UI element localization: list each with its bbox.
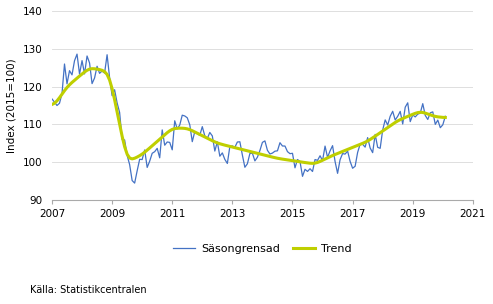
Trend — [442, 116, 448, 119]
Säsongrensad — [132, 181, 138, 185]
Text: Källa: Statistikcentralen: Källa: Statistikcentralen — [30, 285, 146, 295]
Säsongrensad — [324, 156, 330, 159]
Y-axis label: Index (2015=100): Index (2015=100) — [7, 58, 17, 153]
Säsongrensad — [119, 138, 125, 141]
Trend — [92, 67, 98, 71]
Säsongrensad — [197, 133, 203, 137]
Trend — [310, 161, 316, 165]
Säsongrensad — [92, 76, 98, 80]
Säsongrensad — [267, 152, 273, 156]
Trend — [194, 131, 200, 135]
Säsongrensad — [74, 52, 80, 56]
Trend — [49, 103, 55, 106]
Line: Trend: Trend — [52, 69, 445, 163]
Trend — [264, 154, 270, 158]
Trend — [417, 110, 423, 114]
Trend — [89, 67, 95, 71]
Line: Säsongrensad: Säsongrensad — [52, 54, 445, 183]
Säsongrensad — [442, 114, 448, 118]
Legend: Säsongrensad, Trend: Säsongrensad, Trend — [169, 240, 356, 258]
Säsongrensad — [417, 111, 423, 115]
Trend — [119, 134, 125, 138]
Trend — [324, 156, 330, 160]
Säsongrensad — [49, 97, 55, 101]
